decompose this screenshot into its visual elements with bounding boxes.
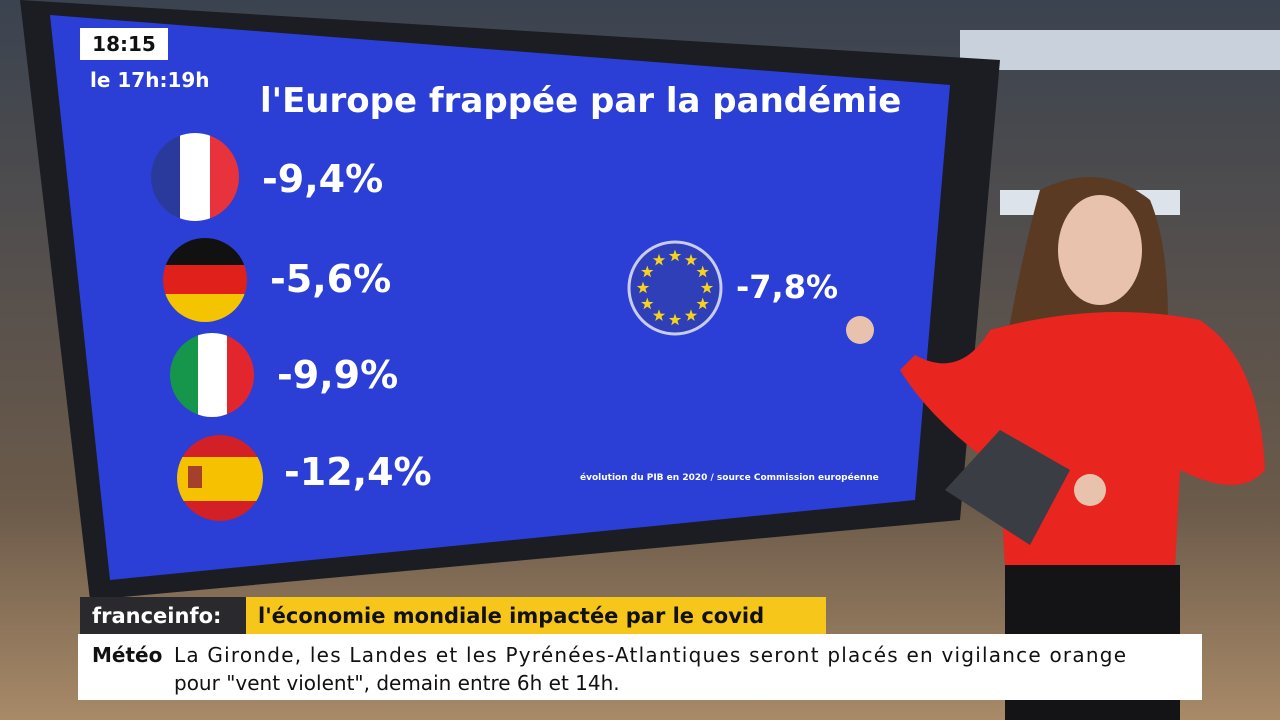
eu-star — [700, 281, 714, 294]
eu-star — [641, 265, 654, 278]
eu-flag — [627, 240, 723, 336]
eu-star — [652, 253, 666, 266]
ticker-line: La Gironde, les Landes et les Pyrénées-A… — [174, 643, 1126, 667]
eu-star — [668, 313, 682, 326]
screen-title: l'Europe frappée par la pandémie — [260, 81, 901, 121]
eu-star — [641, 297, 654, 310]
program-name: le 17h:19h — [90, 68, 210, 92]
headline: l'économie mondiale impactée par le covi… — [258, 604, 764, 628]
country-value: -9,4% — [262, 157, 383, 201]
country-value: -5,6% — [270, 257, 391, 301]
screen — [50, 15, 950, 580]
clock-box — [80, 28, 168, 60]
eu-star — [652, 309, 666, 321]
brand: franceinfo: — [92, 604, 221, 628]
eu-star — [668, 249, 682, 262]
country-value: -12,4% — [284, 450, 432, 494]
ticker-line: pour "vent violent", demain entre 6h et … — [174, 671, 620, 695]
ticker-box — [78, 634, 1202, 700]
eu-value: -7,8% — [736, 268, 838, 306]
ticker-label: Météo — [92, 643, 162, 667]
source-note: évolution du PIB en 2020 / source Commis… — [580, 472, 879, 483]
headline-box — [246, 597, 826, 634]
light-panel — [960, 30, 1280, 70]
brand-box — [80, 597, 246, 634]
clock-time: 18:15 — [92, 32, 156, 56]
eu-star — [696, 297, 709, 310]
country-value: -9,9% — [277, 353, 398, 397]
flag-germany — [163, 238, 247, 322]
eu-star — [684, 253, 698, 266]
eu-star — [696, 265, 709, 278]
eu-star — [636, 281, 650, 294]
eu-star — [684, 309, 698, 321]
flag-italy — [170, 333, 254, 417]
